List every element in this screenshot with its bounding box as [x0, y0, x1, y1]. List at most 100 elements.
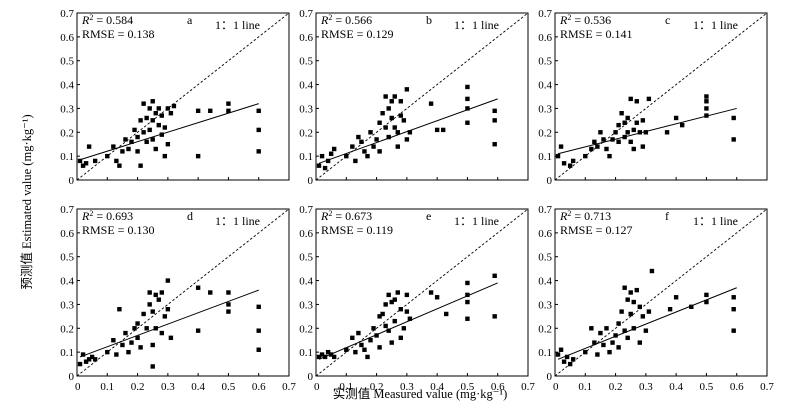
panel-frame: [315, 12, 529, 181]
data-point: [141, 311, 146, 317]
panel-frame: [315, 208, 529, 377]
data-point: [492, 314, 497, 319]
panel-frame: [554, 12, 768, 181]
y-tick-label: 0.7: [60, 204, 74, 216]
rmse-label: RMSE = 0.141: [560, 27, 632, 41]
x-tick-label: 0.5: [461, 381, 475, 393]
y-tick-label: 0: [308, 175, 314, 187]
data-point: [731, 307, 736, 312]
data-point: [150, 309, 155, 314]
x-tick-label: 0.7: [521, 381, 535, 393]
data-point: [159, 113, 164, 118]
y-tick-label: 0.1: [538, 151, 552, 163]
r2-superscript: 2: [567, 13, 571, 22]
data-point: [386, 106, 391, 111]
data-point: [444, 311, 449, 317]
data-point: [374, 137, 379, 142]
one-to-one-label: 1：1 line: [215, 18, 260, 32]
data-point: [583, 349, 588, 355]
x-tick-label: 0.2: [131, 381, 145, 393]
r2-value: = 0.673: [332, 209, 372, 223]
data-point: [159, 132, 164, 137]
y-tick-label: 0.3: [60, 103, 74, 115]
data-point: [601, 137, 606, 142]
r2-symbol: R: [320, 209, 329, 223]
data-point: [619, 111, 624, 116]
data-point: [114, 158, 119, 164]
data-point: [561, 161, 567, 166]
data-point: [398, 99, 403, 104]
y-tick-label: 0.4: [538, 276, 552, 288]
data-point: [171, 103, 177, 109]
data-point: [604, 146, 609, 152]
x-tick-label: 0.4: [191, 381, 205, 393]
data-point: [598, 330, 603, 336]
y-tick-label: 0.6: [60, 32, 74, 44]
data-point: [368, 130, 373, 135]
data-point: [208, 108, 213, 114]
data-point: [622, 120, 627, 125]
y-tick-label: 0.6: [299, 228, 313, 240]
data-point: [165, 307, 171, 312]
data-point: [316, 163, 322, 168]
data-point: [150, 342, 155, 348]
data-point: [616, 122, 621, 128]
data-point: [132, 326, 137, 331]
data-point: [141, 130, 146, 135]
data-point: [704, 106, 709, 111]
data-point: [135, 134, 140, 140]
x-tick-label: 0: [314, 381, 320, 393]
one-to-one-label: 1：1 line: [454, 18, 499, 32]
one-to-one-label: 1：1 line: [693, 18, 738, 32]
x-tick-label: 0.3: [400, 381, 414, 393]
data-point: [667, 307, 673, 312]
data-point: [356, 330, 361, 336]
data-point: [673, 295, 679, 300]
data-point: [89, 354, 95, 360]
panel-letter: a: [187, 13, 193, 27]
y-tick-label: 0.5: [60, 56, 74, 68]
data-point: [350, 335, 355, 341]
r2-superscript: 2: [89, 209, 93, 218]
data-point: [613, 130, 618, 135]
data-point: [316, 354, 322, 360]
data-point: [344, 153, 349, 159]
data-point: [165, 142, 171, 147]
r2-value: = 0.566: [332, 13, 372, 27]
data-point: [625, 130, 630, 135]
data-point: [628, 290, 633, 295]
r2-superscript: 2: [328, 209, 332, 218]
y-tick-label: 0.3: [299, 299, 313, 311]
data-point: [492, 142, 497, 147]
data-point: [83, 161, 89, 166]
data-point: [616, 139, 621, 145]
data-point: [111, 144, 116, 149]
data-point: [465, 96, 470, 102]
r2-symbol: R: [320, 13, 329, 27]
data-point: [86, 144, 92, 149]
data-point: [589, 326, 594, 331]
data-point: [117, 163, 122, 168]
data-point: [92, 158, 98, 164]
data-point: [344, 347, 349, 352]
y-tick-label: 0: [547, 175, 553, 187]
data-point: [226, 101, 231, 106]
data-point: [331, 354, 337, 360]
panel-letter: c: [665, 13, 670, 27]
data-point: [634, 99, 639, 104]
data-point: [386, 328, 391, 333]
data-point: [649, 268, 655, 274]
x-tick-label: 0.3: [639, 381, 653, 393]
data-point: [622, 285, 627, 290]
data-point: [704, 113, 709, 118]
data-point: [634, 120, 639, 125]
panel-frame: [554, 208, 768, 377]
data-point: [492, 273, 497, 278]
data-point: [398, 307, 403, 312]
data-point: [592, 340, 597, 345]
data-point: [555, 153, 561, 159]
data-point: [120, 342, 125, 348]
